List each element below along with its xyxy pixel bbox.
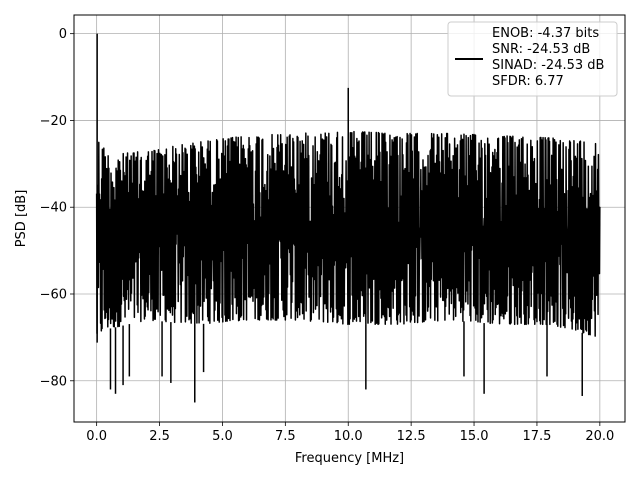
legend-text-line: SNR: -24.53 dB	[492, 42, 590, 57]
y-tick-label: −60	[40, 287, 67, 302]
x-tick-label: 15.0	[460, 429, 489, 444]
x-tick-label: 17.5	[522, 429, 551, 444]
legend-text-line: SINAD: -24.53 dB	[492, 58, 604, 73]
y-tick-label: −80	[40, 374, 67, 389]
legend-text-line: SFDR: 6.77	[492, 74, 564, 89]
x-tick-label: 2.5	[149, 429, 170, 444]
axes-frame	[73, 14, 626, 423]
legend: ENOB: -4.37 bits SNR: -24.53 dB SINAD: -24…	[447, 21, 618, 97]
y-tick-label: −20	[40, 114, 67, 129]
legend-box	[447, 21, 618, 97]
x-tick-label: 5.0	[212, 429, 233, 444]
x-tick-label: 20.0	[585, 429, 614, 444]
y-axis: 0 −20 −40 −60 −80	[40, 27, 74, 389]
x-tick-label: 0.0	[86, 429, 107, 444]
y-tick-label: 0	[59, 27, 67, 42]
x-tick-label: 12.5	[397, 429, 426, 444]
x-axis-label: Frequency [MHz]	[295, 451, 404, 466]
y-axis-label: PSD [dB]	[14, 190, 29, 248]
legend-text-line: ENOB: -4.37 bits	[492, 26, 599, 41]
x-axis: 0.0 2.5 5.0 7.5 10.0 12.5 15.0 17.5 20.0	[86, 422, 614, 444]
x-tick-label: 10.0	[334, 429, 363, 444]
x-tick-label: 7.5	[275, 429, 296, 444]
legend-entry-label: ENOB: -4.37 bits SNR: -24.53 dB SINAD: -24…	[492, 26, 604, 89]
plot-area	[95, 33, 601, 403]
y-tick-label: −40	[40, 201, 67, 216]
